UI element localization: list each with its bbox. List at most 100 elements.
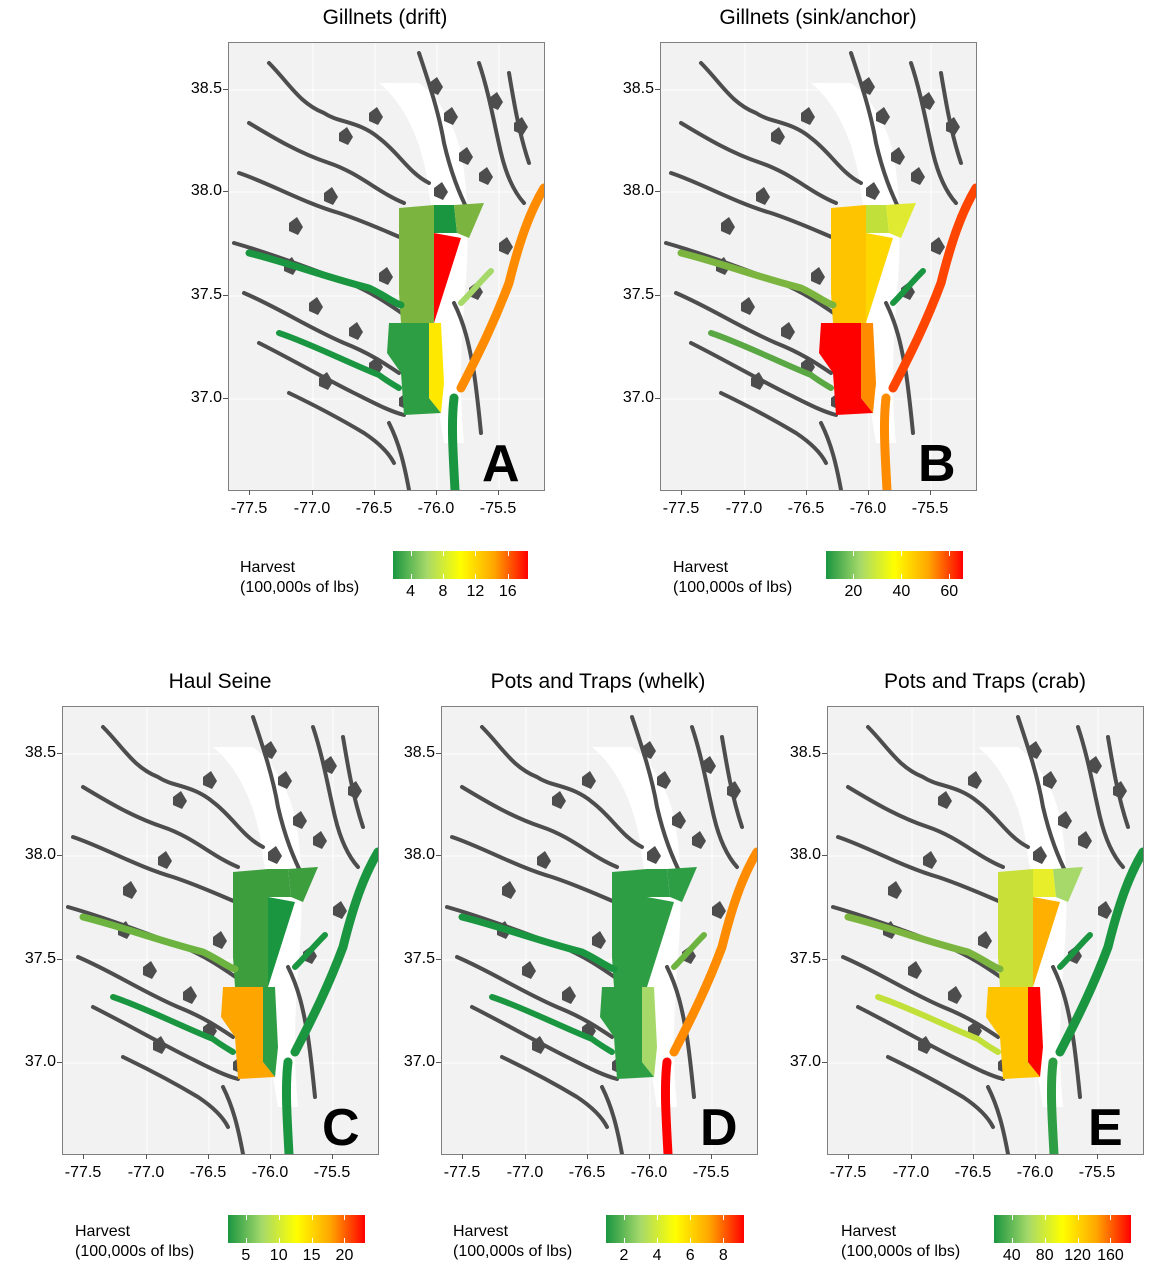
y-tick-label: 38.0 xyxy=(622,182,654,199)
legend-tick-mark xyxy=(311,1215,313,1220)
legend-tick-label: 4 xyxy=(652,1247,662,1264)
y-tick-label: 38.5 xyxy=(789,744,821,761)
legend-tick-mark xyxy=(657,1238,659,1243)
y-tick-label: 37.5 xyxy=(190,286,222,303)
legend-tick-mark xyxy=(442,551,444,556)
x-tick-label: -77.0 xyxy=(892,1164,930,1181)
y-tick-mark xyxy=(223,89,228,90)
y-tick-label: 37.0 xyxy=(789,1053,821,1070)
x-tick-label: -76.0 xyxy=(1016,1164,1054,1181)
x-tick-mark xyxy=(146,1154,147,1159)
y-tick-mark xyxy=(655,398,660,399)
y-tick-label: 38.5 xyxy=(24,744,56,761)
y-tick-mark xyxy=(822,959,827,960)
x-tick-label: -77.0 xyxy=(506,1164,544,1181)
legend-subtitle: (100,000s of lbs) xyxy=(453,1243,573,1260)
legend-tick-mark xyxy=(901,551,903,556)
x-tick-mark xyxy=(587,1154,588,1159)
legend-tick-mark xyxy=(853,574,855,579)
x-tick-label: -75.5 xyxy=(692,1164,730,1181)
x-tick-label: -77.5 xyxy=(64,1164,102,1181)
legend-tick-mark xyxy=(410,551,412,556)
legend-title: Harvest xyxy=(240,559,296,576)
x-tick-mark xyxy=(208,1154,209,1159)
x-tick-mark xyxy=(681,490,682,495)
legend-tick-label: 12 xyxy=(466,583,485,600)
x-tick-mark xyxy=(249,490,250,495)
y-tick-mark xyxy=(655,295,660,296)
panel-letter: B xyxy=(918,435,956,493)
legend-tick-label: 40 xyxy=(892,583,911,600)
panel-title: Pots and Traps (crab) xyxy=(884,670,1086,693)
y-tick-label: 38.0 xyxy=(789,846,821,863)
legend-tick-label: 20 xyxy=(844,583,863,600)
map-canvas xyxy=(661,43,976,490)
y-tick-mark xyxy=(655,89,660,90)
legend-tick-mark xyxy=(690,1238,692,1243)
legend-tick-mark xyxy=(278,1215,280,1220)
x-tick-label: -76.5 xyxy=(568,1164,606,1181)
legend-color-bar xyxy=(228,1215,365,1243)
y-tick-mark xyxy=(57,1062,62,1063)
x-tick-label: -76.5 xyxy=(787,500,825,517)
legend-tick-mark xyxy=(901,574,903,579)
legend-tick-mark xyxy=(1110,1215,1112,1220)
x-tick-label: -77.0 xyxy=(725,500,763,517)
y-tick-label: 38.0 xyxy=(190,182,222,199)
legend-tick-mark xyxy=(1077,1215,1079,1220)
x-tick-mark xyxy=(312,490,313,495)
y-tick-label: 38.5 xyxy=(622,80,654,97)
map-canvas xyxy=(442,707,757,1154)
legend-subtitle: (100,000s of lbs) xyxy=(240,579,360,596)
map-plot xyxy=(660,42,977,491)
legend-tick-label: 15 xyxy=(302,1247,321,1264)
legend-tick-mark xyxy=(690,1215,692,1220)
x-tick-mark xyxy=(930,490,931,495)
legend-tick-mark xyxy=(344,1238,346,1243)
x-tick-mark xyxy=(436,490,437,495)
legend-tick-mark xyxy=(723,1215,725,1220)
x-tick-label: -75.5 xyxy=(313,1164,351,1181)
y-tick-mark xyxy=(57,959,62,960)
legend-tick-mark xyxy=(1044,1238,1046,1243)
legend-tick-mark xyxy=(475,574,477,579)
y-tick-mark xyxy=(436,959,441,960)
y-tick-mark xyxy=(436,753,441,754)
legend-tick-label: 2 xyxy=(619,1247,629,1264)
y-tick-mark xyxy=(436,855,441,856)
legend-tick-label: 6 xyxy=(685,1247,695,1264)
legend-tick-mark xyxy=(657,1215,659,1220)
x-tick-mark xyxy=(806,490,807,495)
legend-tick-mark xyxy=(853,551,855,556)
legend-tick-mark xyxy=(410,574,412,579)
y-tick-mark xyxy=(436,1062,441,1063)
panel-letter: E xyxy=(1088,1099,1123,1157)
y-tick-mark xyxy=(57,753,62,754)
legend-tick-label: 16 xyxy=(498,583,517,600)
y-tick-label: 38.5 xyxy=(190,80,222,97)
x-tick-label: -76.0 xyxy=(251,1164,289,1181)
y-tick-label: 38.5 xyxy=(403,744,435,761)
x-tick-mark xyxy=(649,1154,650,1159)
y-tick-mark xyxy=(223,295,228,296)
y-tick-label: 37.5 xyxy=(403,950,435,967)
y-tick-mark xyxy=(822,753,827,754)
map-plot xyxy=(827,706,1144,1155)
legend-tick-label: 60 xyxy=(940,583,959,600)
x-tick-label: -76.0 xyxy=(849,500,887,517)
x-tick-mark xyxy=(270,1154,271,1159)
legend-tick-label: 40 xyxy=(1002,1247,1021,1264)
legend-tick-mark xyxy=(475,551,477,556)
map-canvas xyxy=(828,707,1143,1154)
legend-tick-mark xyxy=(507,574,509,579)
x-tick-mark xyxy=(83,1154,84,1159)
map-plot xyxy=(228,42,545,491)
x-tick-mark xyxy=(711,1154,712,1159)
legend-tick-label: 10 xyxy=(269,1247,288,1264)
y-tick-mark xyxy=(223,191,228,192)
y-tick-label: 37.5 xyxy=(622,286,654,303)
legend-tick-mark xyxy=(344,1215,346,1220)
x-tick-label: -76.5 xyxy=(355,500,393,517)
x-tick-mark xyxy=(868,490,869,495)
x-tick-label: -76.0 xyxy=(630,1164,668,1181)
